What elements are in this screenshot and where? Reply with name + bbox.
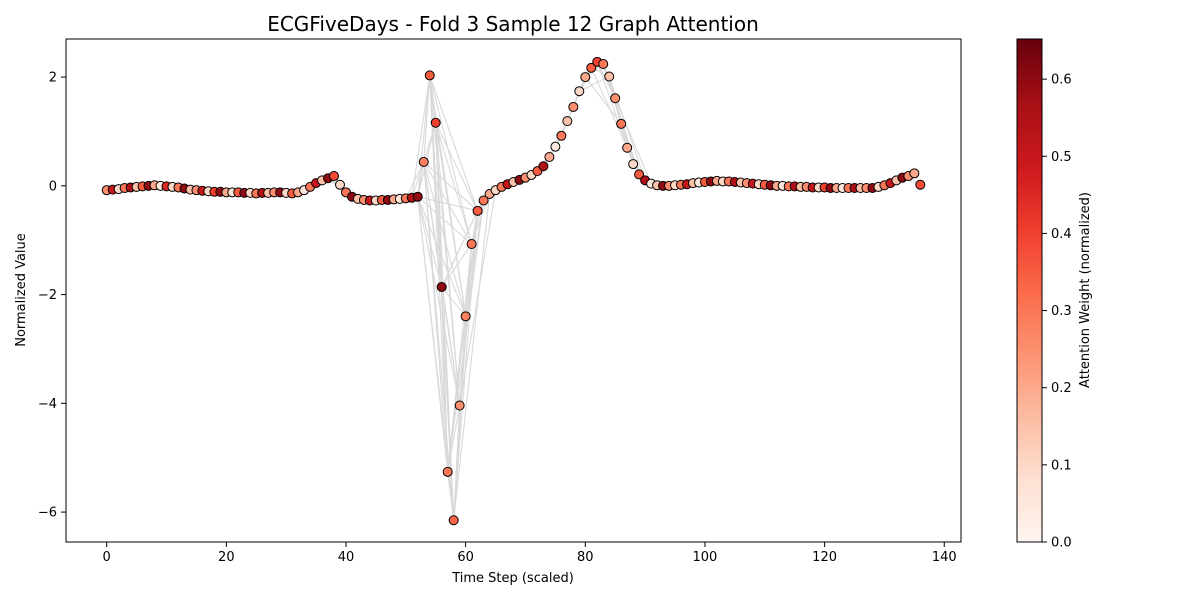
data-point [562, 116, 573, 127]
graph-edges [106, 61, 921, 521]
data-point [550, 141, 561, 152]
data-point [478, 195, 489, 206]
graph-edge [417, 196, 467, 317]
data-point [915, 179, 926, 190]
x-tick-label: 140 [932, 550, 957, 565]
y-axis-label: Normalized Value [14, 233, 29, 347]
data-point [448, 515, 459, 526]
graph-edge [447, 200, 485, 472]
y-axis: −6 −4 −2 0 2 [38, 71, 66, 521]
graph-edge [441, 286, 467, 317]
data-point [466, 239, 477, 250]
x-tick-label: 40 [338, 550, 355, 565]
data-point [436, 281, 447, 292]
colorbar [1016, 38, 1043, 543]
x-tick-label: 60 [457, 550, 474, 565]
data-point [610, 93, 621, 104]
y-tick-label: −2 [38, 288, 57, 303]
data-point [538, 161, 549, 172]
data-point [335, 179, 346, 190]
colorbar-tick-label: 0.2 [1051, 381, 1072, 396]
colorbar-tick-label: 0.3 [1051, 304, 1072, 319]
graph-edge [435, 122, 479, 212]
x-axis-label: Time Step (scaled) [451, 571, 574, 586]
x-tick-label: 0 [103, 550, 111, 565]
data-point [616, 118, 627, 129]
graph-edge [417, 75, 431, 197]
data-point [574, 86, 585, 97]
data-point [634, 169, 645, 180]
chart-title: ECGFiveDays - Fold 3 Sample 12 Graph Att… [267, 12, 759, 36]
y-tick-label: −4 [38, 397, 57, 412]
y-tick-label: −6 [38, 506, 57, 521]
graph-edge [411, 75, 431, 198]
x-axis: 0 20 40 60 80 100 120 140 [103, 542, 957, 565]
colorbar-tick-label: 0.5 [1051, 150, 1072, 165]
graph-edge [411, 161, 425, 198]
x-tick-label: 20 [218, 550, 235, 565]
y-tick-label: 2 [49, 71, 57, 86]
data-point [418, 156, 429, 167]
graph-edge [471, 200, 485, 245]
data-point [556, 130, 567, 141]
x-tick-label: 80 [577, 550, 594, 565]
data-point [604, 71, 615, 82]
graph-edge [453, 193, 491, 521]
colorbar-tick-label: 0.6 [1051, 73, 1072, 88]
colorbar-label: Attention Weight (normalized) [1078, 192, 1093, 388]
colorbar-tick-label: 0.1 [1051, 458, 1072, 473]
graph-edge [423, 161, 478, 212]
graph-edge [435, 122, 461, 406]
graph-edge [435, 122, 473, 245]
data-points [101, 56, 926, 526]
graph-edge [608, 76, 646, 181]
graph-edge [429, 75, 473, 245]
data-point [412, 191, 423, 202]
colorbar-ticks: 0.0 0.1 0.2 0.3 0.4 0.5 0.6 [1042, 73, 1072, 551]
graph-edge [429, 75, 479, 212]
data-point [568, 101, 579, 112]
graph-edge [417, 196, 461, 406]
data-point [454, 400, 465, 411]
graph-edge [423, 122, 437, 163]
data-point [586, 62, 597, 73]
data-point [424, 70, 435, 81]
colorbar-tick-label: 0.0 [1051, 536, 1072, 551]
graph-edge [429, 75, 455, 521]
graph-edge [435, 122, 467, 317]
graph-edge [579, 76, 610, 92]
plot-frame [65, 38, 962, 543]
graph-edge [590, 67, 628, 148]
data-point [622, 142, 633, 153]
graph-edge [453, 210, 479, 521]
data-point [909, 168, 920, 179]
colorbar-tick-label: 0.4 [1051, 227, 1072, 242]
graph-edge [614, 98, 652, 184]
x-tick-label: 100 [693, 550, 718, 565]
graph-edge [459, 190, 497, 406]
data-point [598, 59, 609, 70]
data-point [430, 117, 441, 128]
data-point [628, 159, 639, 170]
data-point [472, 205, 483, 216]
graph-edge [447, 210, 479, 472]
data-point [580, 72, 591, 83]
x-tick-label: 120 [812, 550, 837, 565]
data-point [544, 152, 555, 163]
graph-edge [441, 243, 473, 288]
graph-edge [441, 210, 479, 288]
data-point [329, 171, 340, 182]
graph-edge [423, 75, 431, 162]
y-tick-label: 0 [49, 179, 57, 194]
data-point [460, 311, 471, 322]
data-point [442, 466, 453, 477]
